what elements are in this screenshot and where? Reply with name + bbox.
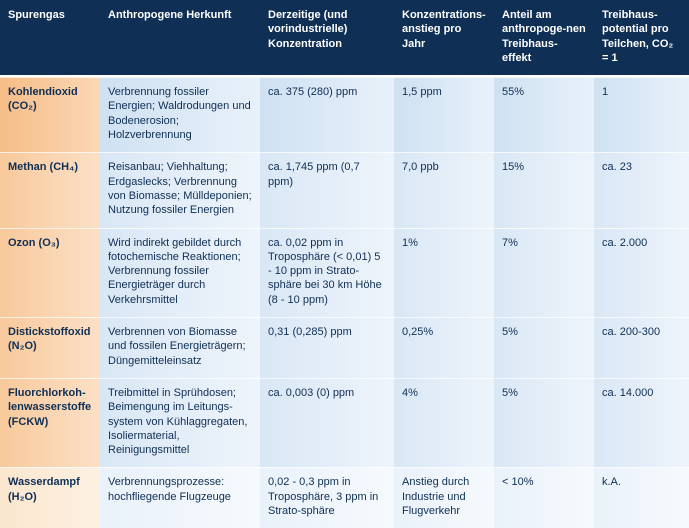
cell-conc: ca. 0,003 (0) ppm <box>260 378 394 467</box>
cell-rise: 1,5 ppm <box>394 77 494 152</box>
table-row: Fluorchlorkoh-lenwasserstoffe (FCKW)Trei… <box>0 378 689 467</box>
cell-conc: ca. 0,02 ppm in Troposphäre (< 0,01) 5 -… <box>260 228 394 317</box>
col-header-conc: Derzeitige (und vorindustrielle) Konzent… <box>260 0 394 77</box>
cell-gwp: ca. 2.000 <box>594 228 689 317</box>
cell-share: 5% <box>494 378 594 467</box>
table-row: Methan (CH₄)Reisanbau; Viehhaltung; Erdg… <box>0 152 689 227</box>
table-header: Spurengas Anthropogene Herkunft Derzeiti… <box>0 0 689 77</box>
table-row: Kohlendioxid (CO₂)Verbrennung fossiler E… <box>0 77 689 152</box>
cell-gwp: ca. 200-300 <box>594 317 689 378</box>
cell-origin: Verbrennung fossiler Energien; Waldrodun… <box>100 77 260 152</box>
col-header-gas: Spurengas <box>0 0 100 77</box>
cell-share: < 10% <box>494 467 594 528</box>
cell-gas: Wasserdampf (H₂O) <box>0 467 100 528</box>
cell-rise: Anstieg durch Industrie und Flugverkehr <box>394 467 494 528</box>
table-row: Distickstoffoxid (N₂O)Verbrennen von Bio… <box>0 317 689 378</box>
cell-gas: Methan (CH₄) <box>0 152 100 227</box>
cell-origin: Treibmittel in Sprühdosen; Beimengung im… <box>100 378 260 467</box>
cell-share: 15% <box>494 152 594 227</box>
cell-origin: Reisanbau; Viehhaltung; Erdgaslecks; Ver… <box>100 152 260 227</box>
cell-gwp: ca. 23 <box>594 152 689 227</box>
greenhouse-gas-table: Spurengas Anthropogene Herkunft Derzeiti… <box>0 0 689 528</box>
cell-gas: Fluorchlorkoh-lenwasserstoffe (FCKW) <box>0 378 100 467</box>
cell-gwp: k.A. <box>594 467 689 528</box>
cell-share: 55% <box>494 77 594 152</box>
cell-conc: 0,31 (0,285) ppm <box>260 317 394 378</box>
cell-rise: 0,25% <box>394 317 494 378</box>
cell-rise: 7,0 ppb <box>394 152 494 227</box>
table-row: Wasserdampf (H₂O)Verbrennungsprozesse: h… <box>0 467 689 528</box>
table-row: Ozon (O₃)Wird indirekt gebildet durch fo… <box>0 228 689 317</box>
cell-rise: 4% <box>394 378 494 467</box>
col-header-origin: Anthropogene Herkunft <box>100 0 260 77</box>
cell-conc: ca. 1,745 ppm (0,7 ppm) <box>260 152 394 227</box>
cell-gwp: 1 <box>594 77 689 152</box>
cell-gwp: ca. 14.000 <box>594 378 689 467</box>
cell-origin: Verbrennen von Biomasse und fossilen Ene… <box>100 317 260 378</box>
table-body: Kohlendioxid (CO₂)Verbrennung fossiler E… <box>0 77 689 528</box>
cell-share: 5% <box>494 317 594 378</box>
cell-origin: Wird indirekt gebildet durch fotochemisc… <box>100 228 260 317</box>
cell-gas: Kohlendioxid (CO₂) <box>0 77 100 152</box>
cell-share: 7% <box>494 228 594 317</box>
cell-origin: Verbrennungsprozesse: hochfliegende Flug… <box>100 467 260 528</box>
cell-gas: Distickstoffoxid (N₂O) <box>0 317 100 378</box>
cell-gas: Ozon (O₃) <box>0 228 100 317</box>
cell-conc: ca. 375 (280) ppm <box>260 77 394 152</box>
cell-conc: 0,02 - 0,3 ppm in Troposphäre, 3 ppm in … <box>260 467 394 528</box>
col-header-rise: Konzentrations-anstieg pro Jahr <box>394 0 494 77</box>
col-header-share: Anteil am anthropoge-nen Treibhaus-effek… <box>494 0 594 77</box>
col-header-gwp: Treibhaus-potential pro Teilchen, CO₂ = … <box>594 0 689 77</box>
cell-rise: 1% <box>394 228 494 317</box>
